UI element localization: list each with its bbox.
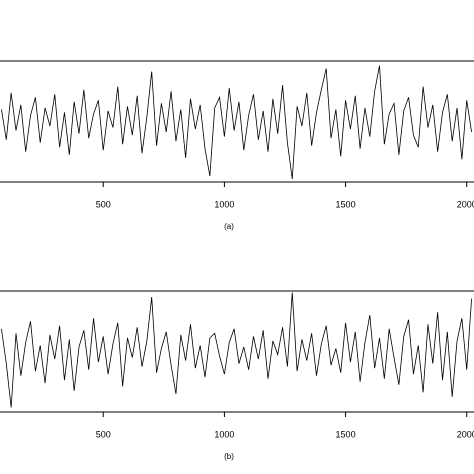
panel-caption: (a) (224, 222, 234, 231)
x-tick-label: 1000 (214, 429, 234, 439)
x-tick-label: 1500 (336, 199, 356, 209)
x-tick-label: 1000 (214, 199, 234, 209)
x-tick-label: 2000 (457, 429, 474, 439)
series-line (1, 292, 472, 408)
x-tick-label: 500 (96, 429, 111, 439)
series-line (1, 65, 472, 180)
plot-frame (0, 60, 474, 183)
x-tick-label: 500 (96, 199, 111, 209)
x-tick-label: 2000 (457, 199, 474, 209)
x-tick-label: 1500 (336, 429, 356, 439)
plot-frame (0, 290, 474, 413)
panel-caption: (b) (224, 452, 234, 461)
